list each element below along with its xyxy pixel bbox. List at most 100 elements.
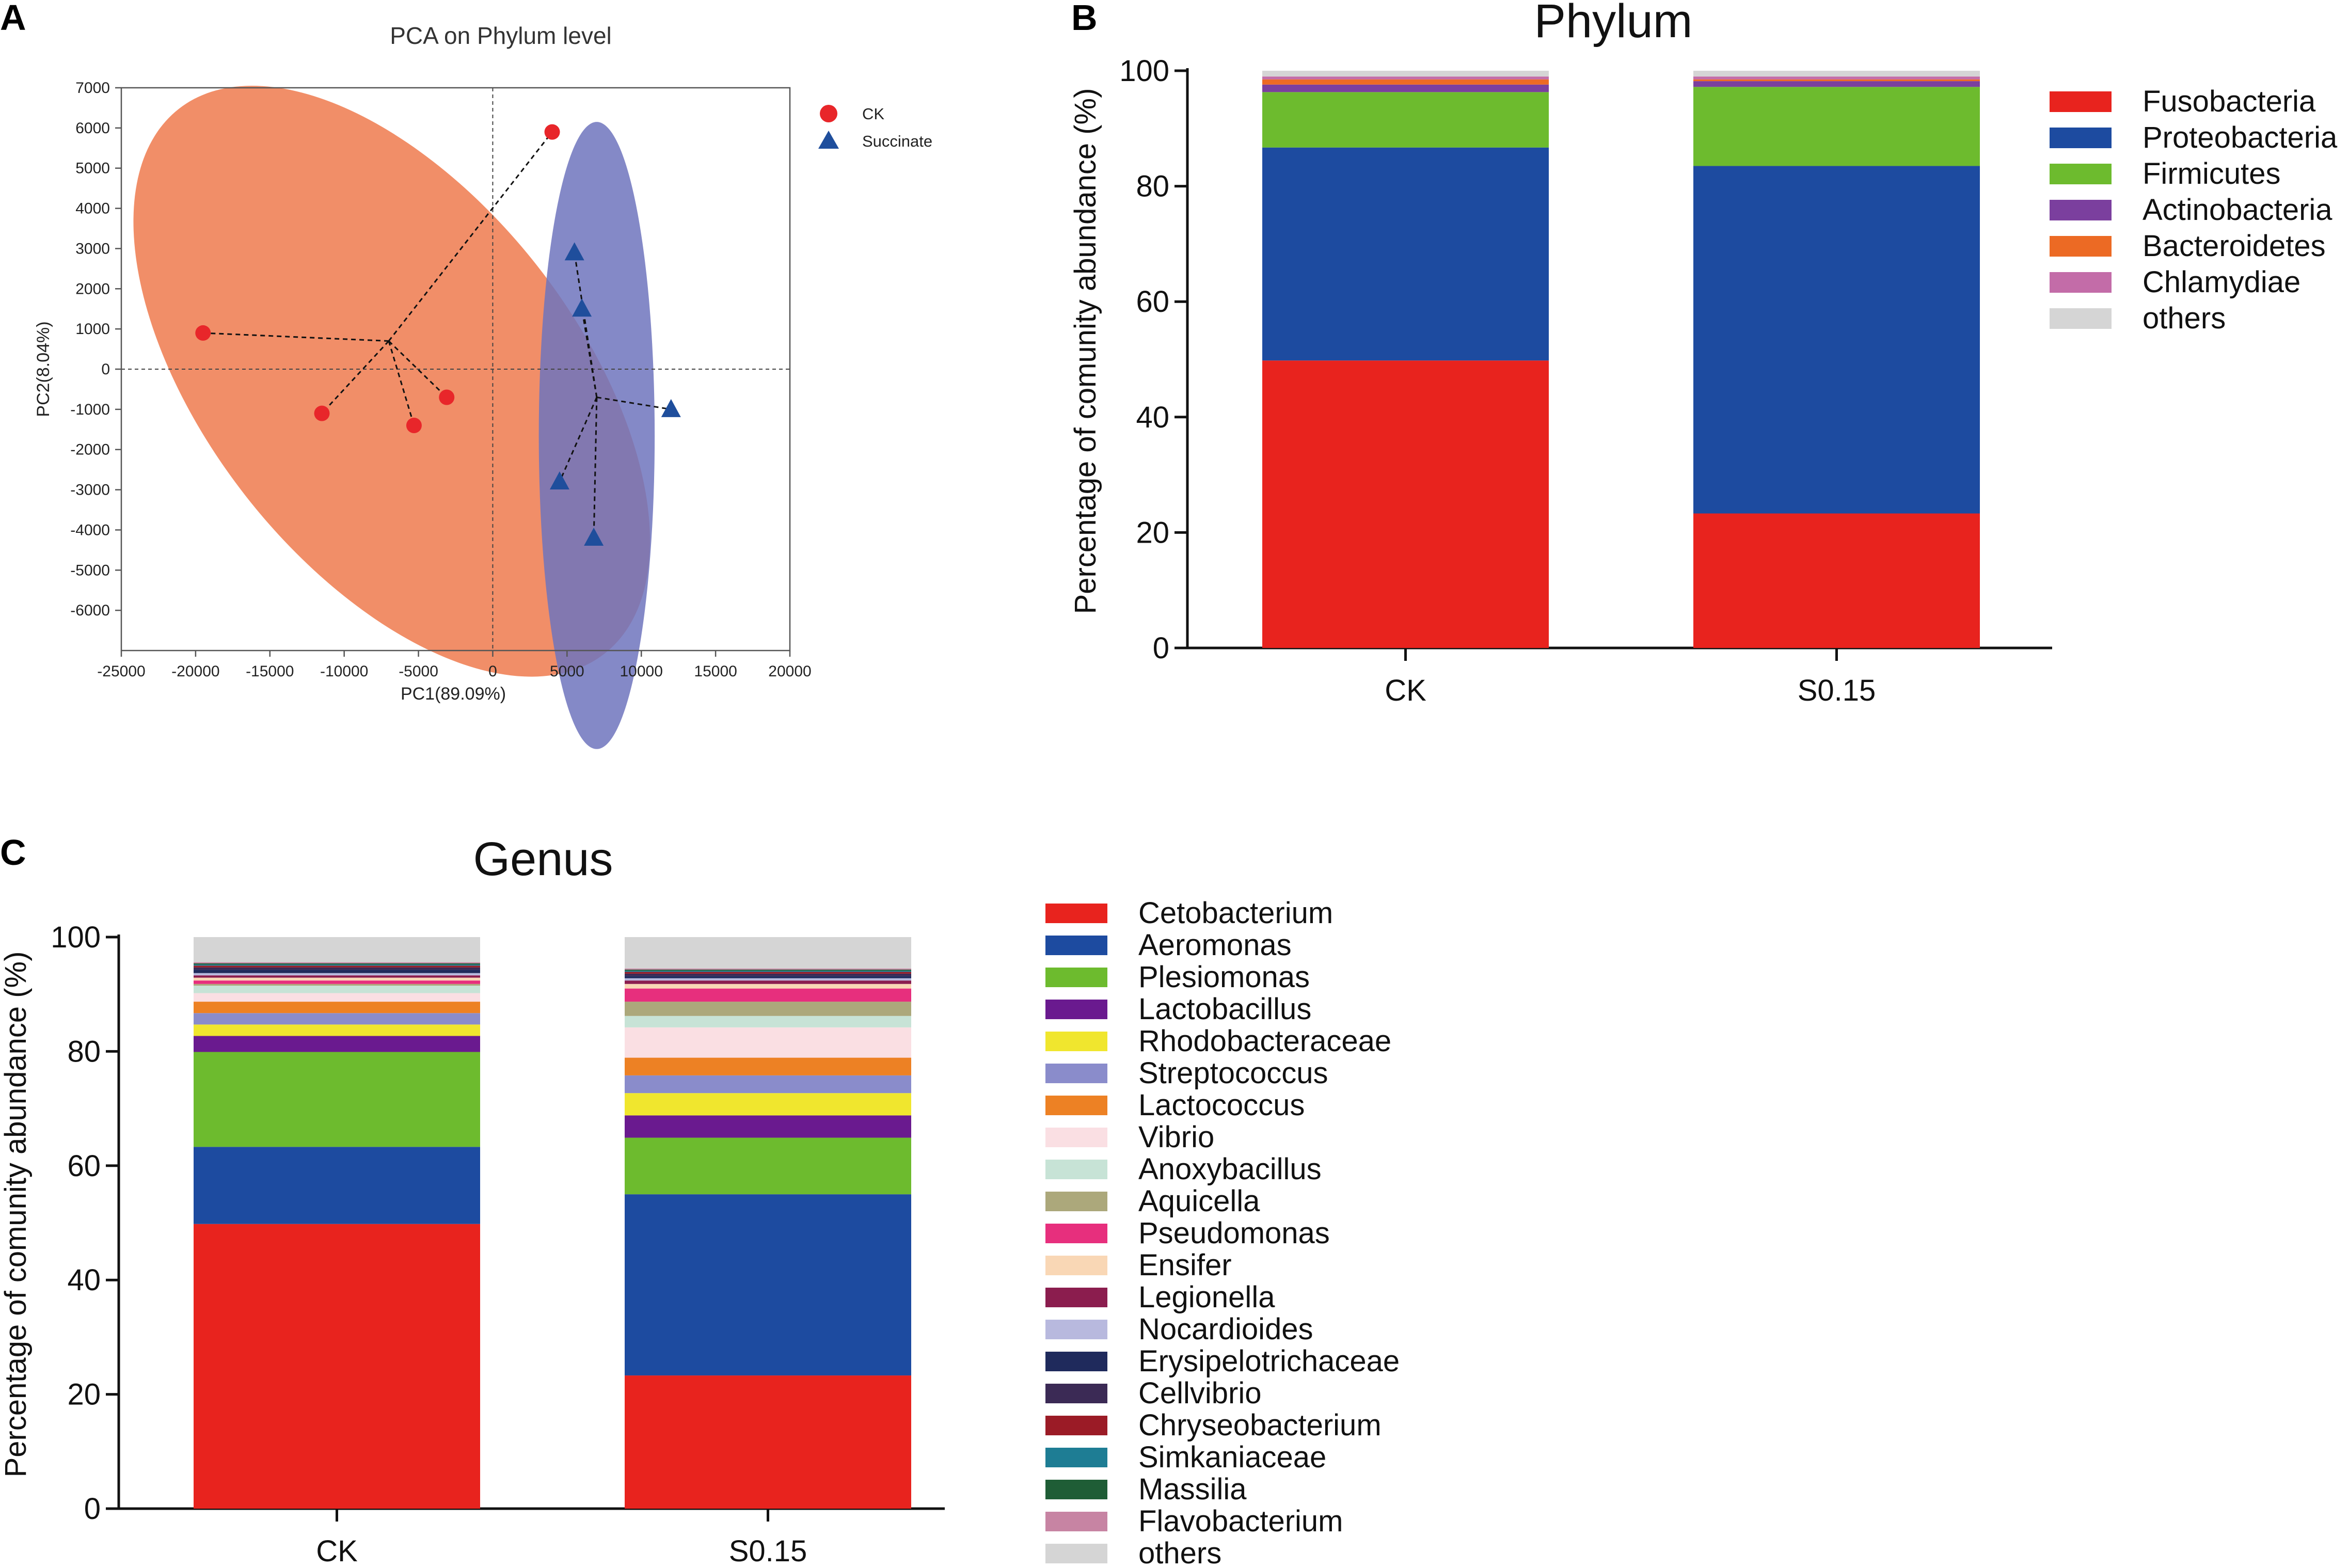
genus-legend-swatch-anoxybacillus	[1045, 1160, 1107, 1179]
genus-legend-label-lactococcus: Lactococcus	[1138, 1088, 1305, 1122]
genus-bar-ck-lactobacillus	[194, 1036, 480, 1052]
genus-legend-label-flavobacterium: Flavobacterium	[1138, 1504, 1343, 1538]
pca-x-tick-label: 0	[488, 663, 497, 680]
pca-y-tick-label: -5000	[70, 562, 110, 579]
genus-legend-label-aquicella: Aquicella	[1138, 1184, 1260, 1218]
pca-x-tick-label: 5000	[550, 663, 584, 680]
genus-legend-swatch-ensifer	[1045, 1256, 1107, 1275]
pca-ellipse-ck	[133, 86, 650, 677]
pca-point-ck-4	[406, 418, 422, 433]
pca-x-axis-label: PC1(89.09%)	[401, 684, 506, 704]
genus-y-tick-label: 80	[67, 1035, 101, 1068]
genus-legend-swatch-plesiomonas	[1045, 968, 1107, 987]
genus-legend-swatch-pseudomonas	[1045, 1224, 1107, 1243]
pca-zero-lines	[121, 88, 790, 651]
genus-legend-label-erysipelotrichaceae: Erysipelotrichaceae	[1138, 1344, 1400, 1378]
pca-y-tick-label: 2000	[75, 280, 110, 297]
pca-spoke-succinate-3	[596, 397, 672, 410]
genus-legend-label-vibrio: Vibrio	[1138, 1120, 1214, 1154]
phylum-y-tick-label: 20	[1136, 516, 1169, 549]
genus-bar-ck-vibrio	[194, 993, 480, 1002]
genus-legend-label-legionella: Legionella	[1138, 1280, 1275, 1314]
phylum-legend-label-chlamydiae: Chlamydiae	[2142, 265, 2300, 299]
pca-x-tick-label: 10000	[620, 663, 663, 680]
phylum-bar-ck-chlamydiae	[1262, 76, 1549, 80]
pca-y-tick-label: 3000	[75, 240, 110, 257]
genus-y-axis-label: Percentage of comunity abundance (%)	[0, 952, 33, 1478]
genus-legend-label-lactobacillus: Lactobacillus	[1138, 992, 1311, 1026]
phylum-y-tick-label: 0	[1153, 631, 1169, 665]
genus-bar-ck-erysipelotrichaceae	[194, 970, 480, 973]
genus-legend-swatch-vibrio	[1045, 1128, 1107, 1147]
pca-title: PCA on Phylum level	[390, 22, 612, 49]
genus-legend-label-massilia: Massilia	[1138, 1472, 1247, 1506]
genus-bar-s0-15-vibrio	[625, 1027, 911, 1058]
pca-legend-label-succinate: Succinate	[862, 132, 932, 150]
genus-legend: CetobacteriumAeromonasPlesiomonasLactoba…	[1045, 896, 1400, 1568]
genus-bar-s0-15-aquicella	[625, 1002, 911, 1016]
genus-legend-swatch-others	[1045, 1544, 1107, 1563]
genus-bar-s0-15-chryseobacterium	[625, 972, 911, 974]
pca-y-tick-label: 7000	[75, 80, 110, 97]
panel-b-letter: B	[1071, 0, 1098, 38]
panel-a-letter: A	[0, 0, 26, 38]
genus-legend-swatch-massilia	[1045, 1480, 1107, 1499]
genus-legend-swatch-lactococcus	[1045, 1096, 1107, 1115]
pca-x-tick-label: 20000	[768, 663, 811, 680]
pca-y-tick-label: 5000	[75, 160, 110, 177]
pca-legend: CK Succinate	[818, 105, 932, 150]
genus-legend-label-ensifer: Ensifer	[1138, 1248, 1232, 1282]
phylum-panel: B Phylum Percentage of comunity abundanc…	[1069, 0, 2338, 707]
genus-y-tick-label: 100	[51, 921, 101, 954]
genus-title: Genus	[473, 833, 613, 885]
phylum-bar-ck-others	[1262, 71, 1549, 77]
genus-bar-s0-15-pseudomonas	[625, 988, 911, 1002]
pca-y-tick-label: -2000	[70, 441, 110, 458]
genus-bar-ck-massilia	[194, 963, 480, 965]
genus-bar-s0-15-others	[625, 937, 911, 969]
phylum-y-tick-label: 60	[1136, 285, 1169, 319]
genus-legend-swatch-nocardioides	[1045, 1320, 1107, 1339]
genus-bar-s0-15-rhodobacteraceae	[625, 1093, 911, 1116]
phylum-bar-ck-firmicutes	[1262, 92, 1549, 148]
pca-point-succinate-3	[661, 399, 681, 417]
genus-bar-s0-15-erysipelotrichaceae	[625, 976, 911, 978]
pca-points	[195, 124, 681, 546]
genus-bar-ck-aeromonas	[194, 1147, 480, 1224]
phylum-legend-swatch-firmicutes	[2050, 164, 2112, 184]
genus-y-tick-label: 0	[84, 1492, 101, 1526]
phylum-y-axis-label: Percentage of comunity abundance (%)	[1069, 88, 1102, 614]
phylum-bar-ck-bacteroidetes	[1262, 79, 1549, 85]
pca-spoke-succinate-4	[559, 397, 598, 482]
pca-spoke-ck-5	[388, 340, 448, 398]
genus-y-tick-label: 40	[67, 1263, 101, 1297]
genus-x-tick-label-s0-15: S0.15	[729, 1534, 807, 1568]
phylum-legend-label-fusobacteria: Fusobacteria	[2142, 85, 2316, 118]
phylum-legend-swatch-proteobacteria	[2050, 128, 2112, 148]
genus-bar-ck-plesiomonas	[194, 1052, 480, 1147]
pca-x-tick-label: -5000	[399, 663, 438, 680]
pca-legend-label-ck: CK	[862, 105, 884, 123]
genus-chart: 0 20 40 60 80 100 CK S0.15	[51, 921, 945, 1568]
genus-legend-swatch-cellvibrio	[1045, 1384, 1107, 1403]
phylum-legend-swatch-others	[2050, 308, 2112, 329]
genus-bar-ck-ensifer	[194, 977, 480, 981]
phylum-bar-s0-15-fusobacteria	[1693, 513, 1980, 648]
phylum-legend-swatch-chlamydiae	[2050, 272, 2112, 293]
genus-legend-label-cellvibrio: Cellvibrio	[1138, 1376, 1262, 1410]
pca-x-tick-label: -20000	[171, 663, 219, 680]
phylum-bar-s0-15-actinobacteria	[1693, 81, 1980, 87]
genus-legend-label-others: others	[1138, 1537, 1221, 1568]
phylum-legend: FusobacteriaProteobacteriaFirmicutesActi…	[2050, 85, 2338, 335]
genus-legend-label-anoxybacillus: Anoxybacillus	[1138, 1152, 1322, 1186]
genus-bar-ck-streptococcus	[194, 1013, 480, 1025]
genus-bar-s0-15-flavobacterium	[625, 968, 911, 970]
genus-y-tick-label: 60	[67, 1149, 101, 1183]
genus-legend-swatch-aquicella	[1045, 1192, 1107, 1211]
genus-legend-label-pseudomonas: Pseudomonas	[1138, 1216, 1330, 1250]
genus-bar-s0-15-plesiomonas	[625, 1137, 911, 1195]
genus-legend-swatch-simkaniaceae	[1045, 1448, 1107, 1467]
pca-x-tick-label: -10000	[320, 663, 368, 680]
genus-bar-ck-cetobacterium	[194, 1224, 480, 1509]
